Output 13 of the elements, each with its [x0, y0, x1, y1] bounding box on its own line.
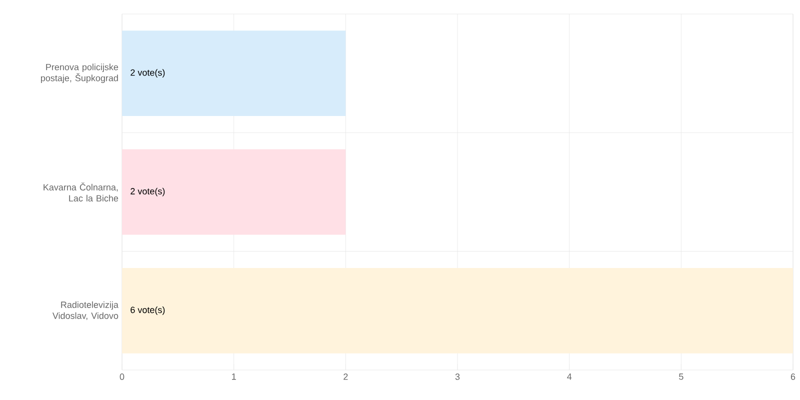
x-tick-label: 3: [455, 374, 460, 380]
data-label: 6 vote(s): [130, 306, 165, 315]
data-label: 2 vote(s): [130, 188, 165, 196]
x-tick-label: 2: [344, 374, 348, 380]
x-tick-label: 0: [120, 374, 124, 380]
x-tick-label: 6: [790, 374, 796, 380]
y-tick-label: Radiotelevizija Vidoslav, Vidovo: [52, 301, 118, 320]
x-tick-label: 5: [679, 374, 684, 380]
y-tick-label: Kavarna Čolnarna, Lac la Biche: [44, 182, 118, 202]
x-tick-label: 1: [232, 374, 236, 380]
data-label: 2 vote(s): [130, 69, 165, 78]
x-tick-label: 4: [567, 374, 572, 380]
y-tick-label: Prenova policijske postaje, Šupkograd: [41, 64, 118, 84]
